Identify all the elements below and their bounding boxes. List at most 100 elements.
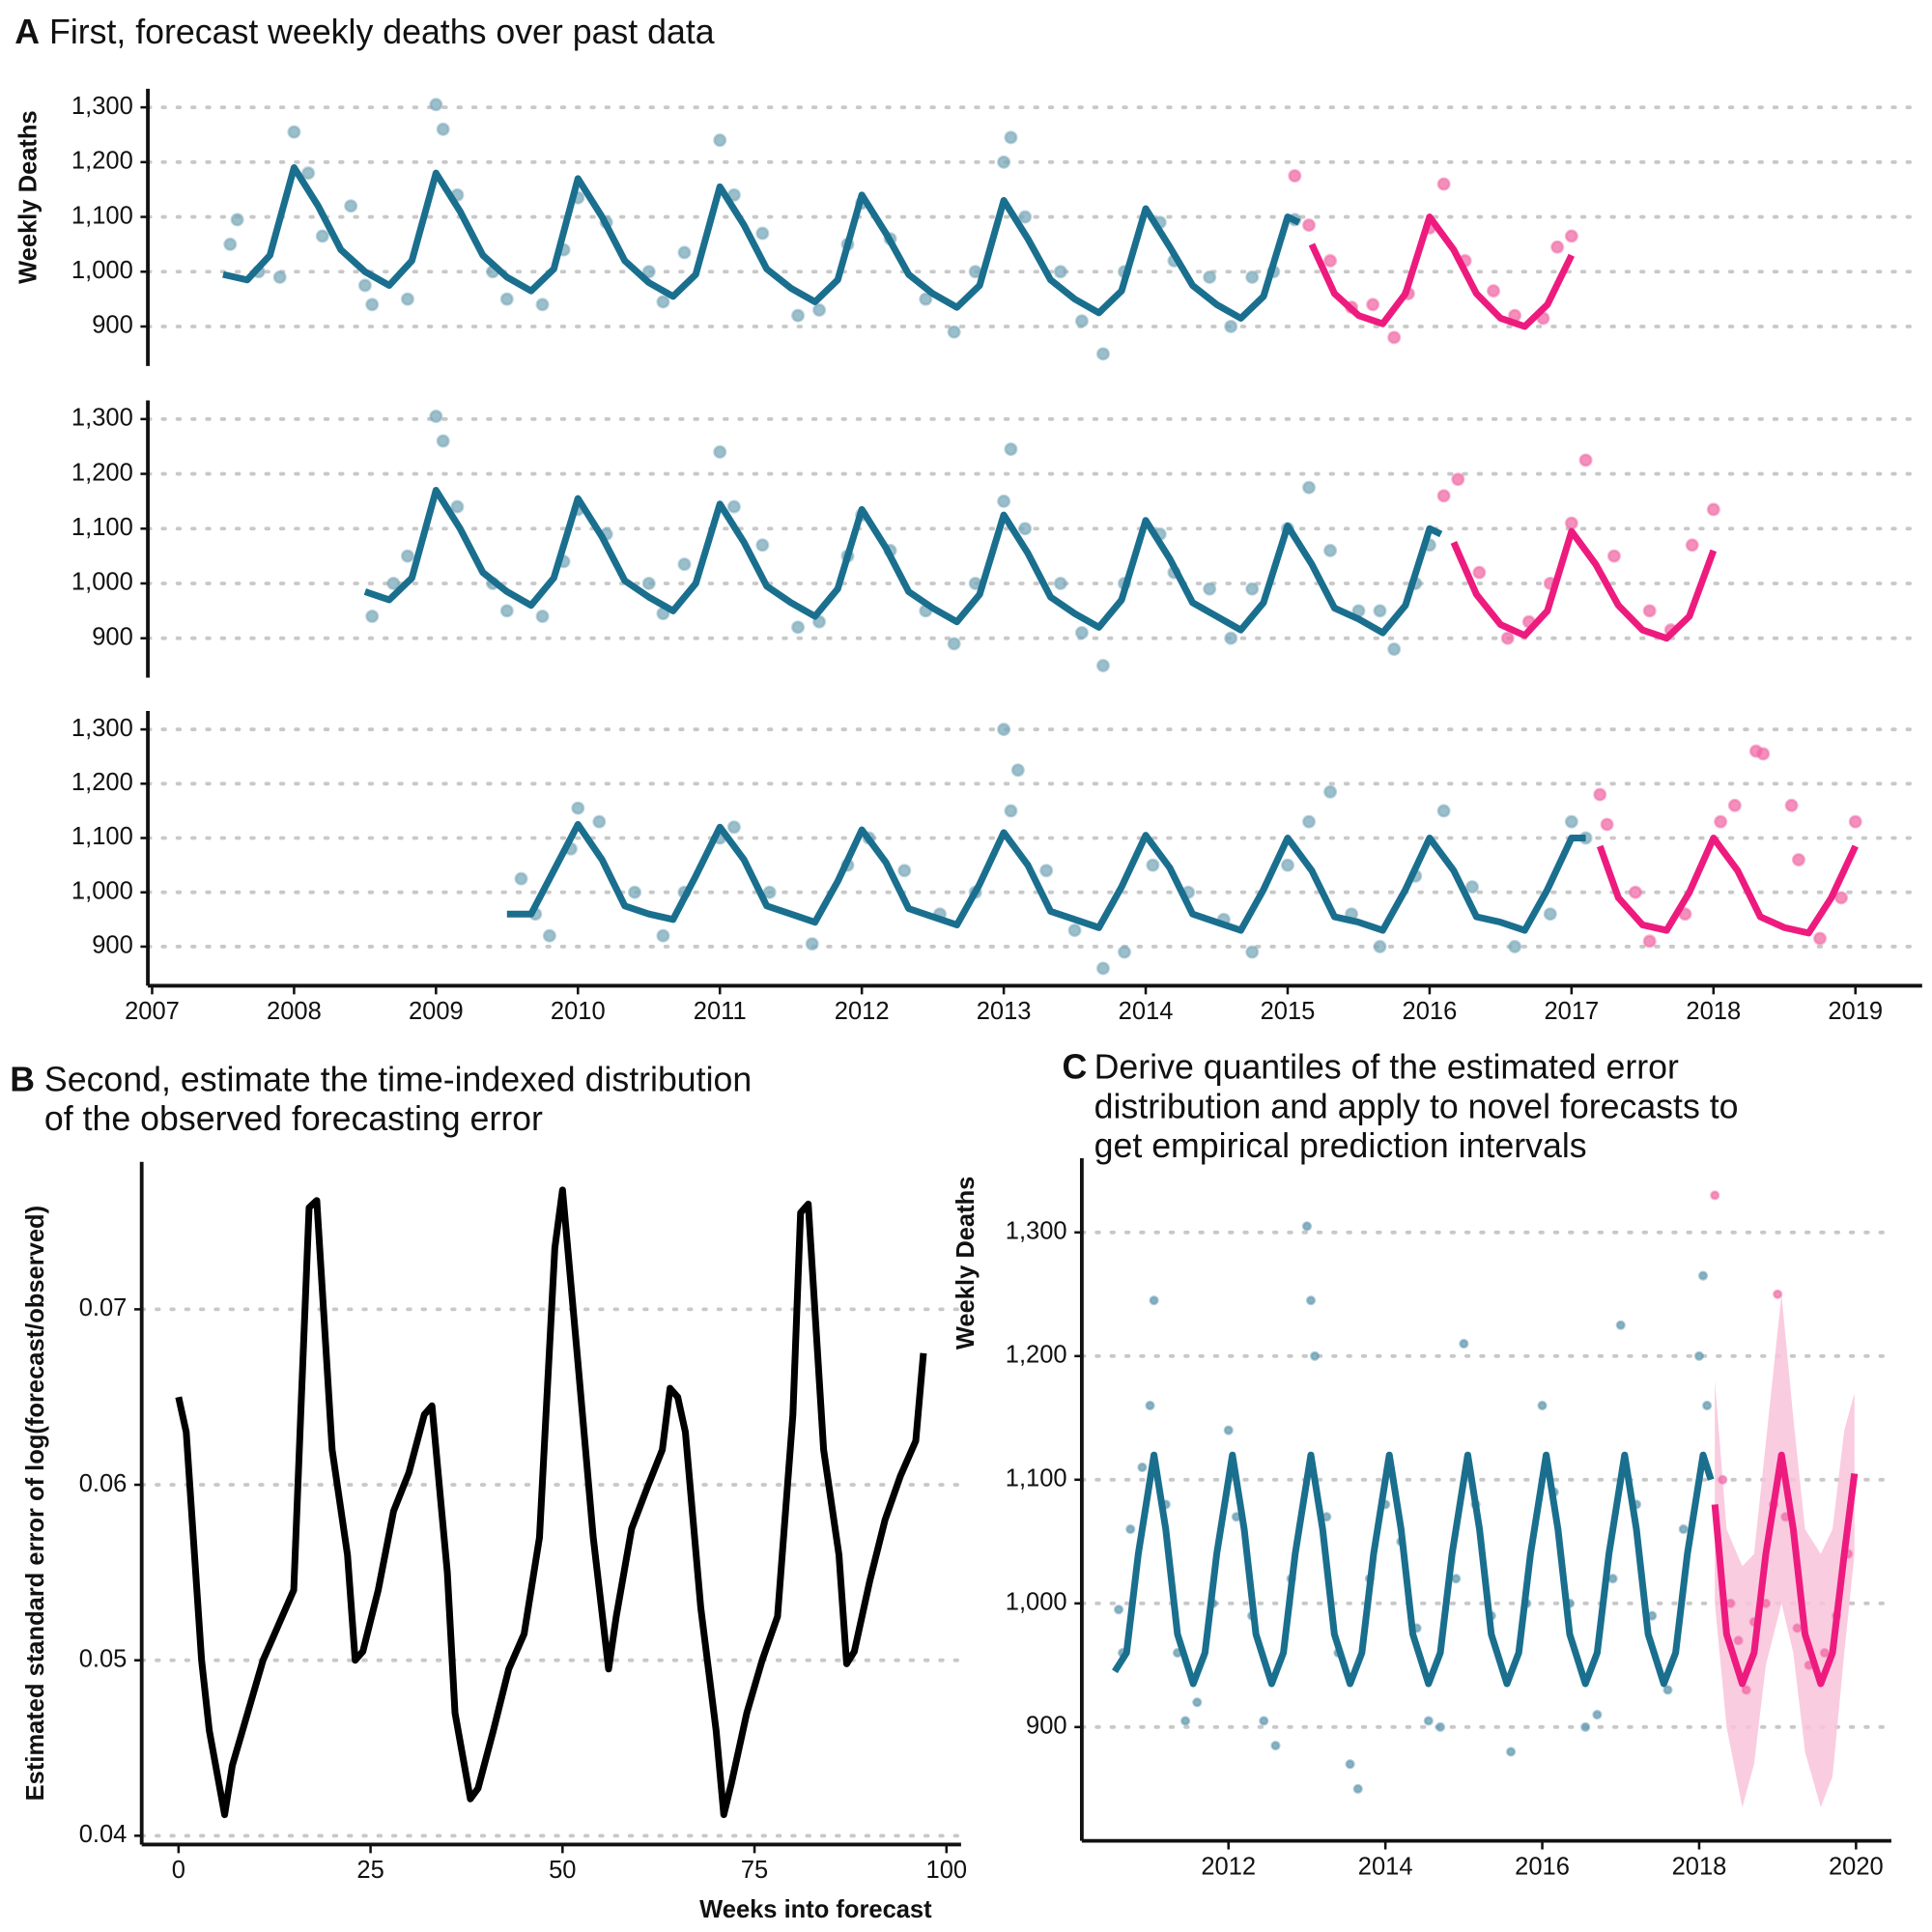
data-point <box>1436 489 1451 503</box>
data-point <box>812 302 827 317</box>
data-point <box>947 325 961 339</box>
x-tick-label: 0 <box>172 1857 185 1884</box>
x-tick-label: 2017 <box>1544 998 1599 1025</box>
x-tick-label: 2012 <box>1201 1853 1256 1880</box>
data-point <box>897 864 912 878</box>
data-point <box>1792 1623 1803 1634</box>
y-tick-label: 1,300 <box>1006 1218 1067 1245</box>
data-point <box>1018 210 1033 224</box>
line <box>1450 527 1718 642</box>
data-point <box>1323 784 1338 799</box>
data-point <box>436 434 450 448</box>
y-tick-label: 1,000 <box>71 569 133 596</box>
data-point <box>1697 1270 1709 1281</box>
data-point <box>1848 814 1862 829</box>
data-point <box>1074 314 1089 328</box>
line <box>1596 835 1859 937</box>
line <box>1112 1451 1715 1688</box>
data-point <box>1628 885 1642 899</box>
data-point <box>947 637 961 651</box>
panel-label: B <box>10 1060 35 1098</box>
data-point <box>762 885 777 899</box>
y-tick-label: 0.04 <box>79 1821 128 1848</box>
x-tick-label: 100 <box>926 1857 968 1884</box>
data-point <box>1812 931 1828 946</box>
x-tick-label: 2018 <box>1686 998 1741 1025</box>
y-axis-label: Weekly Deaths <box>952 1177 980 1350</box>
data-point <box>1550 240 1565 254</box>
data-point <box>514 871 528 886</box>
data-point <box>641 576 656 590</box>
data-point <box>1423 1716 1434 1726</box>
line <box>222 164 1301 322</box>
data-point <box>1537 1400 1548 1411</box>
data-point <box>1245 270 1260 284</box>
x-tick-label: 2011 <box>694 998 747 1025</box>
y-tick-label: 1,300 <box>71 405 133 432</box>
y-tick-label: 1,300 <box>71 715 133 742</box>
data-point <box>1436 177 1451 191</box>
y-tick-label: 1,200 <box>1006 1342 1067 1369</box>
data-point <box>400 292 414 306</box>
data-point <box>1018 522 1033 536</box>
data-point <box>641 265 656 279</box>
data-point <box>1505 1747 1517 1757</box>
line <box>1308 213 1576 330</box>
data-point <box>1146 858 1160 872</box>
y-axis-label: Weekly Deaths <box>14 110 42 284</box>
line <box>1711 1451 1859 1688</box>
y-tick-label: 900 <box>92 623 133 650</box>
data-point <box>1224 319 1238 334</box>
data-point <box>499 292 514 306</box>
data-point <box>1706 502 1720 517</box>
y-tick-label: 1,200 <box>71 459 133 486</box>
data-point <box>1578 453 1593 468</box>
data-point <box>1607 1574 1618 1584</box>
data-point <box>223 237 238 251</box>
data-point <box>1741 1685 1751 1695</box>
data-point <box>1685 538 1699 553</box>
data-point <box>542 928 556 943</box>
data-point <box>571 801 585 815</box>
data-point <box>1693 1350 1705 1361</box>
data-point <box>301 166 316 181</box>
data-point <box>791 308 806 323</box>
data-point <box>997 494 1011 508</box>
data-point <box>1302 218 1317 233</box>
data-point <box>535 609 550 624</box>
data-point <box>287 125 301 139</box>
data-point <box>1580 1721 1591 1732</box>
data-point <box>1345 1759 1355 1770</box>
y-tick-label: 1,000 <box>1006 1589 1067 1616</box>
data-point <box>1642 604 1657 618</box>
data-point <box>1472 565 1487 580</box>
x-tick-label: 2010 <box>551 998 606 1025</box>
x-tick-label: 2016 <box>1403 998 1458 1025</box>
x-axis-label: Weeks into forecast <box>699 1896 932 1923</box>
data-point <box>1508 939 1522 953</box>
panel-label: A <box>14 13 40 51</box>
data-point <box>1791 852 1805 867</box>
data-point <box>1718 1474 1728 1485</box>
data-point <box>997 155 1011 169</box>
prediction-interval <box>1715 1293 1855 1808</box>
data-point <box>1149 1295 1159 1306</box>
x-tick-label: 2012 <box>835 998 890 1025</box>
data-point <box>1819 1647 1830 1659</box>
data-point <box>1756 747 1771 761</box>
panel-label: C <box>1062 1048 1087 1087</box>
data-point <box>1004 442 1018 457</box>
data-point <box>1451 472 1465 487</box>
data-point <box>1600 817 1614 832</box>
y-tick-label: 900 <box>92 932 133 959</box>
data-point <box>1192 1697 1203 1708</box>
data-point <box>628 885 642 899</box>
data-point <box>1053 265 1067 279</box>
y-tick-label: 1,100 <box>71 202 133 229</box>
line <box>506 820 1586 934</box>
y-tick-label: 1,300 <box>71 93 133 120</box>
data-point <box>1834 891 1849 905</box>
y-tick-label: 1,100 <box>1006 1465 1067 1492</box>
data-point <box>1053 576 1067 590</box>
